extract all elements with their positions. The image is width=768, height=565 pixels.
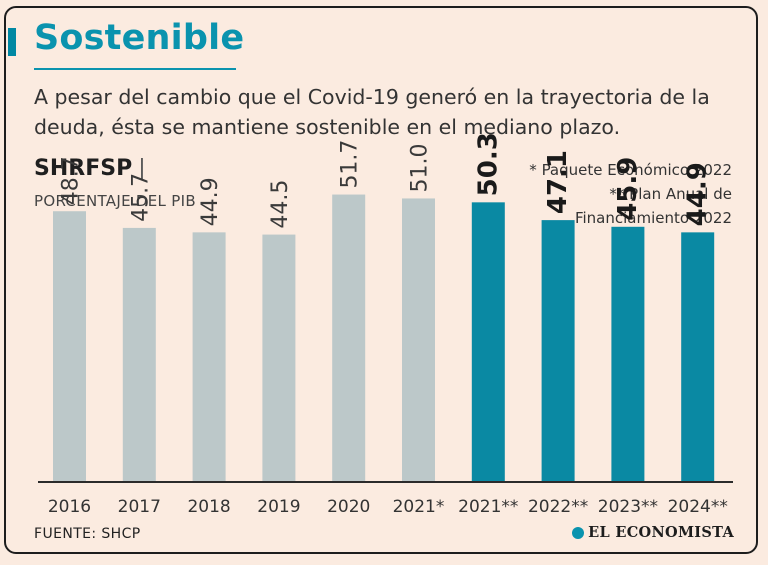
value-label-2024**: 44.9	[683, 162, 713, 226]
card-frame	[4, 6, 758, 554]
bar-2019	[262, 234, 296, 482]
bar-2024**	[681, 232, 715, 482]
value-label-2021**: 50.3	[473, 132, 503, 196]
bar-2023**	[611, 226, 645, 482]
x-tick-2021**: 2021**	[458, 497, 518, 517]
brand-name: EL ECONOMISTA	[588, 524, 734, 541]
bar-2018	[192, 232, 226, 482]
value-label-2017: 45.7	[128, 173, 153, 222]
chart-title: Sostenible	[34, 18, 245, 58]
x-tick-2018: 2018	[187, 497, 230, 517]
footnote-1: * Paquete Económico 2022	[529, 161, 732, 179]
x-tick-2023**: 2023**	[598, 497, 658, 517]
bar-2016	[53, 211, 86, 482]
value-label-2021*: 51.0	[408, 143, 433, 192]
x-tick-2020: 2020	[327, 497, 370, 517]
value-label-2016: 48.7	[59, 156, 84, 205]
title-accent-bar	[8, 28, 16, 56]
footnote-2: ** Plan Anual de	[609, 185, 732, 203]
bar-2020	[332, 194, 366, 482]
measure-separator: |	[138, 156, 146, 181]
measure-name: SHRFSP	[34, 156, 133, 181]
footnote-3: Financiamiento 2022	[574, 209, 732, 227]
value-label-2018: 44.9	[198, 177, 223, 226]
unit-label: PORCENTAJE DEL PIB	[34, 192, 196, 210]
x-tick-2024**: 2024**	[668, 497, 728, 517]
chart-subtitle: A pesar del cambio que el Covid-19 gener…	[34, 85, 710, 139]
x-tick-2017: 2017	[118, 497, 161, 517]
footnotes: * Paquete Económico 2022 ** Plan Anual d…	[529, 158, 732, 230]
x-tick-2021*: 2021*	[393, 497, 445, 517]
title-underline	[34, 68, 236, 70]
value-label-2022**: 47.1	[543, 150, 573, 214]
bar-2021*	[402, 198, 435, 482]
value-label-2023**: 45.9	[613, 157, 643, 221]
brand-mark-icon	[572, 526, 585, 539]
x-tick-2016: 2016	[48, 497, 91, 517]
measure-label: SHRFSP |	[34, 156, 146, 181]
source-note: FUENTE: SHCP	[34, 526, 141, 542]
x-tick-2022**: 2022**	[528, 497, 588, 517]
bar-2021**	[471, 202, 505, 482]
value-label-2020: 51.7	[338, 140, 363, 189]
value-label-2019: 44.5	[268, 180, 293, 229]
x-tick-2019: 2019	[257, 497, 300, 517]
bar-2017	[122, 227, 156, 482]
bar-2022**	[541, 220, 575, 482]
brand-logo: EL ECONOMISTA	[572, 524, 734, 541]
